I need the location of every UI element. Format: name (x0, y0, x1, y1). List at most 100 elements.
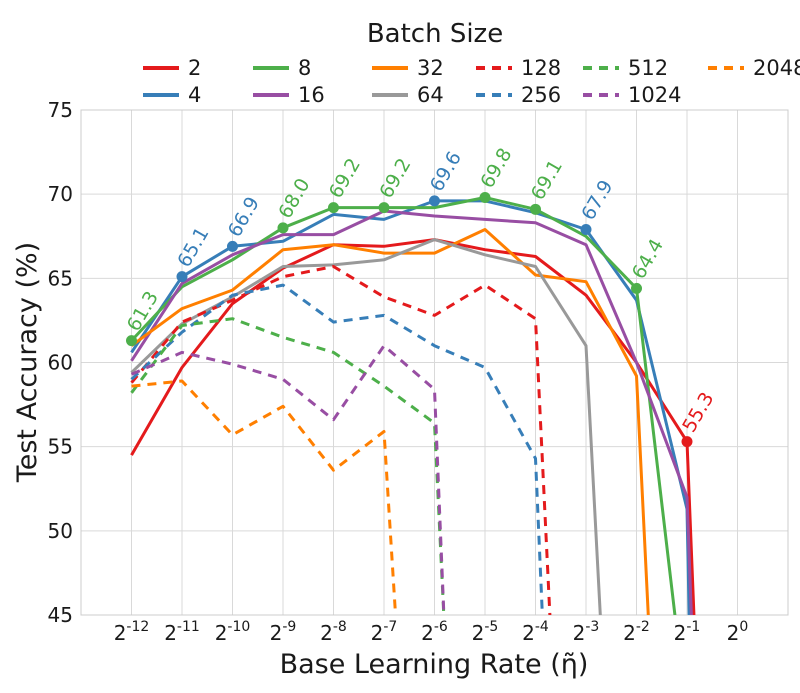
x-tick-base: 2 (623, 621, 636, 645)
x-tick-label: 2-7 (371, 619, 398, 645)
y-tick-label: 45 (48, 603, 73, 627)
series-line-512 (130, 317, 446, 615)
legend-item-64: 64 (372, 83, 444, 107)
legend-item-256: 256 (476, 83, 561, 107)
legend-label: 512 (628, 56, 668, 80)
frontier-markers: 61.365.166.9 68.0 69.2 69.2 69.6 69.8 69.1 67.9… (123, 144, 718, 448)
legend-label: 32 (417, 56, 444, 80)
x-tick-exponent: -12 (126, 619, 149, 635)
series-line-1024 (130, 344, 446, 615)
x-tick-label: 2-3 (573, 619, 600, 645)
series-line-32 (130, 228, 650, 615)
frontier-label: 69.2 (325, 154, 365, 202)
series-layer (130, 196, 696, 615)
frontier-label: 55.3 (678, 388, 718, 436)
y-tick-label: 55 (48, 435, 73, 459)
legend-item-2048: 2048 (708, 56, 800, 80)
x-tick-label: 2-11 (164, 619, 200, 645)
series-line-2048 (131, 379, 398, 615)
y-tick-label: 50 (48, 519, 73, 543)
frontier-marker (378, 202, 390, 214)
x-tick-exponent: -11 (177, 619, 200, 635)
frontier-marker (227, 240, 238, 252)
x-tick-base: 2 (270, 621, 283, 645)
x-tick-base: 2 (472, 621, 485, 645)
x-tick-base: 2 (114, 621, 127, 645)
legend-label: 4 (188, 83, 201, 107)
x-tick-exponent: -2 (636, 619, 650, 635)
x-tick-base: 2 (164, 621, 177, 645)
x-tick-label: 2-9 (270, 619, 297, 645)
x-tick-exponent: -9 (282, 619, 296, 635)
frontier-label: 69.6 (426, 148, 466, 196)
x-tick-exponent: -8 (333, 619, 347, 635)
legend-label: 8 (298, 56, 311, 80)
x-tick-label: 2-10 (215, 619, 251, 645)
x-tick-base: 2 (522, 621, 535, 645)
x-tick-exponent: -7 (383, 619, 397, 635)
frontier-marker (126, 335, 137, 347)
frontier-marker (631, 282, 642, 294)
x-tick-base: 2 (727, 621, 740, 645)
frontier-marker (429, 195, 440, 207)
x-tick-label: 2-6 (421, 619, 448, 645)
x-tick-label: 2-2 (623, 619, 650, 645)
y-tick-labels: 45 50 55 60 65 70 75 (48, 98, 73, 627)
x-tick-label: 2-1 (674, 619, 701, 645)
legend-item-128: 128 (476, 56, 561, 80)
y-tick-label: 70 (48, 182, 73, 206)
legend-item-2: 2 (143, 56, 201, 80)
legend-label: 1024 (628, 83, 681, 107)
frontier-marker (530, 203, 541, 215)
x-tick-base: 2 (215, 621, 228, 645)
legend-item-512: 512 (583, 56, 668, 80)
frontier-label: 68.0 (274, 175, 314, 223)
legend-title: Batch Size (367, 19, 503, 49)
frontier-label: 69.1 (527, 156, 567, 204)
series-line-64 (130, 238, 602, 615)
frontier-label: 67.9 (577, 176, 617, 224)
legend-item-4: 4 (143, 83, 201, 107)
x-axis-title: Base Learning Rate (η̃) (280, 649, 589, 680)
x-tick-exponent: 0 (739, 619, 748, 635)
x-tick-exponent: -3 (585, 619, 599, 635)
frontier-marker (580, 224, 592, 236)
plot-frame (80, 109, 789, 616)
frontier-marker (681, 436, 693, 448)
legend: 2 4 8 16 32 64 128 256 512 1024 2048 (143, 56, 800, 107)
x-tick-labels: 2-12 2-11 2-10 2-9 2-8 2-7 2-6 2-5 2-4 2-3 2-2 2-1 2… (114, 619, 749, 645)
legend-label: 2048 (753, 56, 800, 80)
y-axis-title: Test Accuracy (%) (12, 242, 43, 483)
x-tick-label: 20 (727, 619, 749, 645)
y-tick-label: 60 (48, 351, 73, 375)
y-tick-label: 75 (48, 98, 73, 122)
legend-label: 16 (298, 83, 325, 107)
x-tick-base: 2 (674, 621, 687, 645)
legend-item-8: 8 (253, 56, 311, 80)
x-tick-label: 2-8 (320, 619, 347, 645)
x-tick-base: 2 (573, 621, 586, 645)
frontier-marker (277, 222, 289, 234)
frontier-label: 69.8 (476, 144, 516, 192)
x-tick-label: 2-5 (472, 619, 499, 645)
frontier-label: 64.4 (628, 235, 668, 283)
frontier-marker (328, 202, 339, 214)
legend-item-32: 32 (372, 56, 444, 80)
x-tick-base: 2 (371, 621, 384, 645)
legend-label: 2 (188, 56, 201, 80)
x-tick-exponent: -10 (227, 619, 250, 635)
frontier-marker (479, 192, 491, 204)
series-line-256 (130, 283, 544, 615)
x-tick-label: 2-12 (114, 619, 150, 645)
frontier-marker (176, 271, 188, 283)
y-tick-label: 65 (48, 266, 73, 290)
x-tick-exponent: -4 (535, 619, 549, 635)
frontier-label: 69.2 (375, 154, 415, 202)
legend-label: 128 (521, 56, 561, 80)
x-tick-label: 2-4 (522, 619, 549, 645)
series-line-16 (130, 209, 693, 615)
x-tick-base: 2 (320, 621, 333, 645)
x-tick-exponent: -5 (484, 619, 498, 635)
legend-item-1024: 1024 (583, 83, 681, 107)
